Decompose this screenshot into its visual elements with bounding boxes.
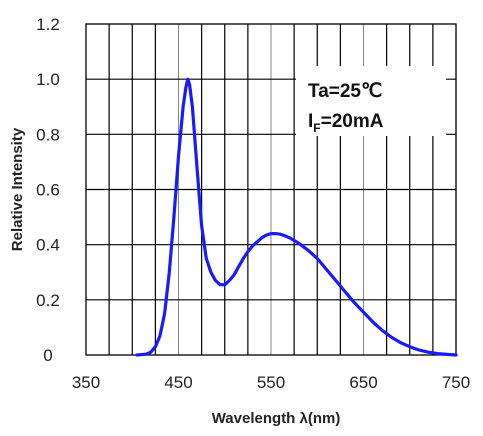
annotation-current-subscript: F [313,121,320,135]
plot-frame [85,23,457,356]
x-tick-labels: 350 450 550 650 750 [72,373,470,392]
condition-annotation: Ta=25℃ IF=20mA [296,66,446,136]
annotation-temperature: Ta=25℃ [308,81,382,102]
annotation-current: IF=20mA [308,111,384,135]
y-tick-labels: 0 0.2 0.4 0.6 0.8 1.0 1.2 [36,15,60,365]
x-axis-label: Wavelength λ(nm) [212,410,341,427]
y-tick-label: 1.0 [36,70,60,89]
annotation-current-value: =20mA [321,111,384,132]
x-tick-label: 550 [257,373,285,392]
x-tick-label: 750 [442,373,470,392]
x-tick-label: 650 [349,373,377,392]
y-tick-label: 0.4 [36,236,60,255]
annotation-current-symbol: I [308,111,313,132]
y-tick-label: 0.8 [36,125,60,144]
annotation-background [296,66,446,136]
series-line [135,77,458,357]
y-tick-label: 0 [43,346,52,365]
y-tick-label: 0.6 [36,181,60,200]
y-tick-label: 1.2 [36,15,60,34]
x-tick-label: 450 [164,373,192,392]
y-tick-label: 0.2 [36,291,60,310]
x-tick-label: 350 [72,373,100,392]
y-axis-label: Relative Intensity [9,127,26,251]
